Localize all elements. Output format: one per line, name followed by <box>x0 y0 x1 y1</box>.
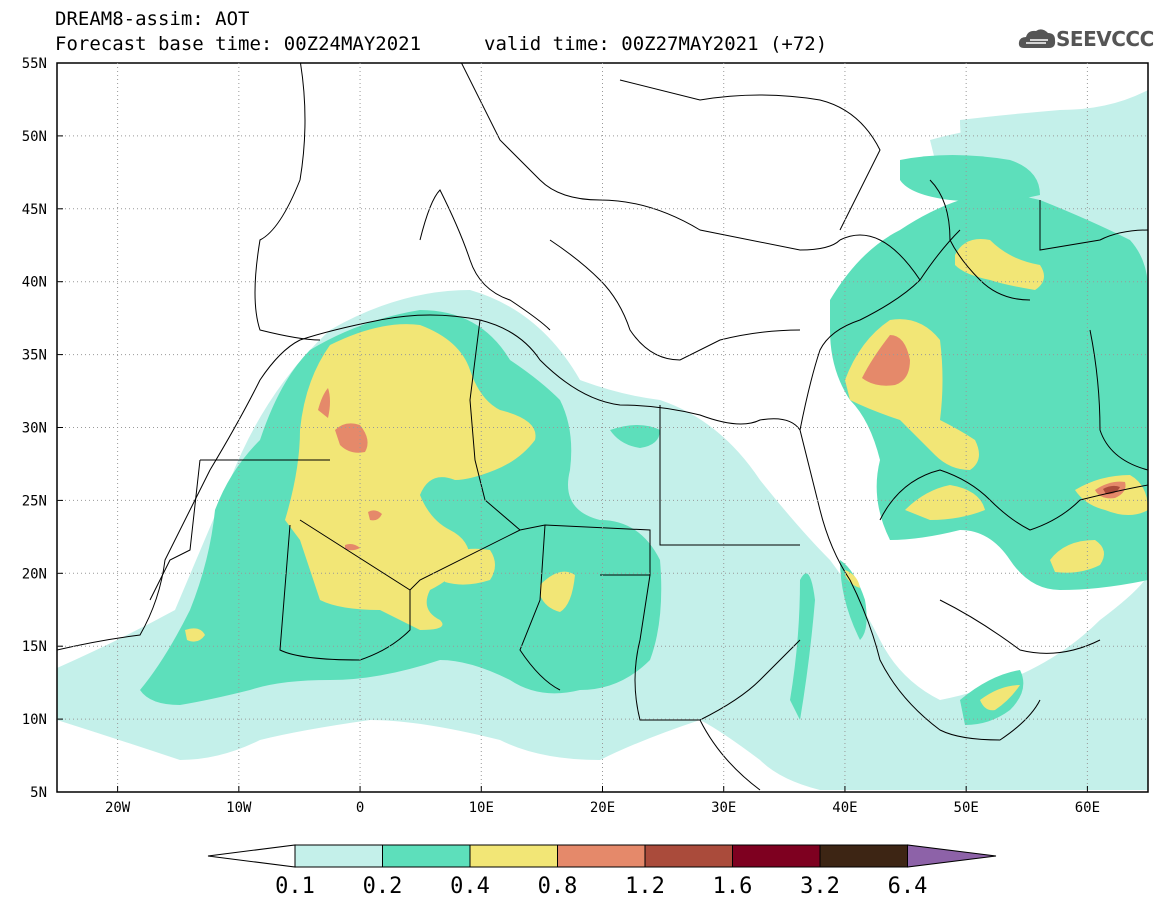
colorbar-level-label: 0.8 <box>538 874 578 899</box>
aot-band-1.2 <box>1103 485 1120 495</box>
x-tick-label: 0 <box>356 800 364 816</box>
x-tick-label: 30E <box>711 800 736 816</box>
colorbar-level-label: 0.4 <box>450 874 490 899</box>
cloud-logo-icon <box>1018 29 1056 48</box>
x-tick-label: 20W <box>105 800 131 816</box>
colorbar: 0.1 0.2 0.4 0.8 1.2 1.6 3.2 6.4 <box>207 844 997 899</box>
axis-ticks: 20W 10W 0 10E 20E 30E 40E 50E 60E 55N 50N 45N 40N 35N… <box>22 56 1100 816</box>
colorbar-level-label: 1.2 <box>625 874 665 899</box>
colorbar-under-triangle <box>207 844 296 868</box>
y-tick-label: 30N <box>22 421 47 437</box>
colorbar-level-label: 0.2 <box>363 874 403 899</box>
colorbar-level-label: 6.4 <box>888 874 928 899</box>
y-tick-label: 50N <box>22 129 47 145</box>
colorbar-level-label: 0.1 <box>275 874 315 899</box>
aot-band-0.8 <box>318 335 1126 551</box>
y-tick-label: 40N <box>22 275 47 291</box>
y-tick-label: 5N <box>30 785 47 801</box>
aot-band-0.2 <box>140 155 1148 725</box>
map-title: DREAM8-assim: AOT <box>55 8 250 30</box>
colorbar-level-label: 1.6 <box>713 874 753 899</box>
y-tick-label: 20N <box>22 566 47 582</box>
y-tick-label: 45N <box>22 202 47 218</box>
y-tick-label: 15N <box>22 639 47 655</box>
colorbar-segment <box>644 844 733 868</box>
colorbar-segment <box>732 844 821 868</box>
y-tick-label: 55N <box>22 56 47 72</box>
y-tick-label: 35N <box>22 348 47 364</box>
colorbar-segment <box>557 844 646 868</box>
y-tick-label: 10N <box>22 712 47 728</box>
x-tick-label: 40E <box>832 800 857 816</box>
base-time-label: Forecast base time: 00Z24MAY2021 <box>55 33 422 55</box>
country-borders <box>57 63 1148 791</box>
colorbar-segment <box>469 844 558 868</box>
graticule <box>57 63 1148 792</box>
x-tick-label: 20E <box>590 800 615 816</box>
x-tick-label: 60E <box>1075 800 1100 816</box>
colorbar-over-triangle <box>907 844 997 868</box>
colorbar-level-label: 3.2 <box>800 874 840 899</box>
valid-time-label: valid time: 00Z27MAY2021 (+72) <box>484 33 828 55</box>
logo-text: SEEVCCC <box>1056 27 1154 51</box>
x-tick-label: 50E <box>954 800 979 816</box>
x-tick-label: 10E <box>469 800 494 816</box>
y-tick-label: 25N <box>22 493 47 509</box>
x-tick-label: 10W <box>226 800 252 816</box>
colorbar-segment <box>819 844 908 868</box>
colorbar-segment <box>294 844 383 868</box>
colorbar-segment <box>382 844 471 868</box>
